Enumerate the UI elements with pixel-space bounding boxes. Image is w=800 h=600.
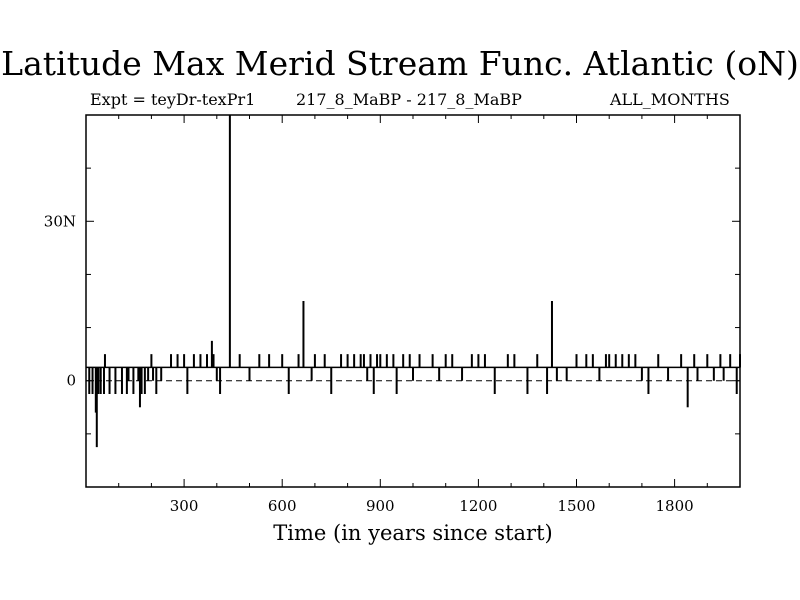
subtitle-experiment: Expt = teyDr-texPr1 bbox=[90, 90, 256, 109]
x-tick-label: 1200 bbox=[459, 497, 497, 515]
plot-frame bbox=[85, 114, 741, 488]
y-tick-label: 0 bbox=[66, 372, 76, 390]
x-tick-label: 300 bbox=[170, 497, 199, 515]
x-tick-label: 1800 bbox=[656, 497, 694, 515]
subtitle-period: 217_8_MaBP - 217_8_MaBP bbox=[296, 90, 522, 109]
x-tick-label: 900 bbox=[366, 497, 395, 515]
x-tick-label: 600 bbox=[268, 497, 297, 515]
ticks-group: 300 600 900 1200 1500 1800 0 30N bbox=[44, 115, 740, 515]
chart-title: Latitude Max Merid Stream Func. Atlantic… bbox=[1, 44, 799, 83]
x-tick-label: 1500 bbox=[557, 497, 595, 515]
x-axis-label: Time (in years since start) bbox=[273, 521, 553, 545]
subtitle-months: ALL_MONTHS bbox=[610, 90, 730, 109]
series-group bbox=[86, 115, 741, 448]
y-tick-label: 30N bbox=[44, 212, 76, 230]
